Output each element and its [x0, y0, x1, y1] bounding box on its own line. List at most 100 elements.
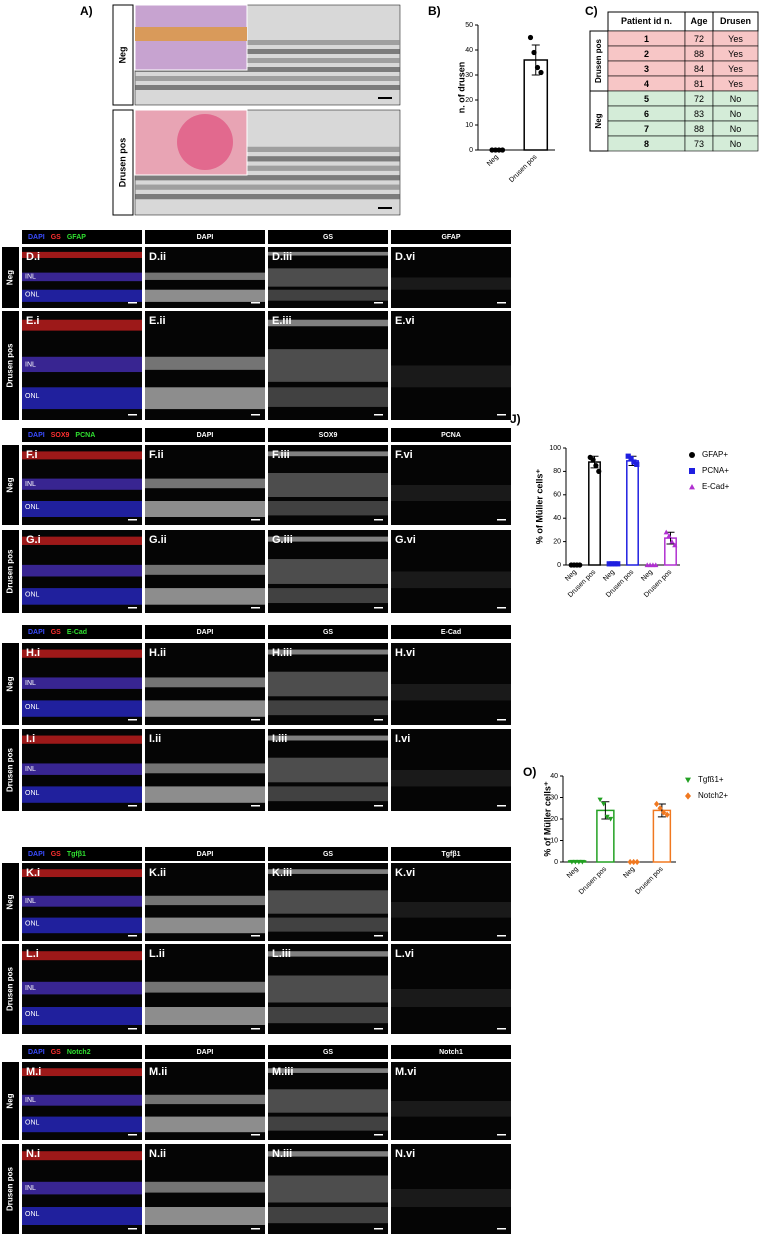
tissue-layer: [145, 700, 265, 717]
tissue-layer: [22, 649, 142, 658]
layer-label: ONL: [25, 1211, 40, 1218]
data-point: [577, 562, 583, 568]
tissue-layer: [268, 757, 388, 783]
x-tick-label: Neg: [566, 866, 580, 880]
scale-bar: [374, 1134, 383, 1136]
cell-text: 73: [694, 139, 704, 149]
panel-label: K.iii: [272, 867, 292, 879]
panel-label: I.i: [26, 733, 35, 745]
side-label: Neg: [117, 46, 127, 63]
tissue-layer: [22, 1116, 142, 1133]
cell-text: 4: [644, 79, 649, 89]
y-tick-label: 30: [550, 794, 558, 801]
tissue-layer: [22, 387, 142, 410]
scale-bar: [497, 414, 506, 416]
x-tick-label: Neg: [640, 569, 654, 583]
panel-label: I.vi: [395, 733, 410, 745]
cell-text: 84: [694, 64, 704, 74]
data-point: [615, 561, 621, 567]
scale-bar: [128, 1028, 137, 1030]
tissue-layer: [268, 951, 388, 957]
tissue-layer: [391, 485, 511, 501]
panel-label: L.i: [26, 948, 39, 960]
scale-bar: [497, 935, 506, 937]
header-cell: [145, 847, 265, 861]
tissue-layer: [268, 451, 388, 457]
tissue-layer: [145, 478, 265, 489]
tissue-layer: [268, 1151, 388, 1157]
scale-bar: [128, 935, 137, 937]
channel-label: DAPI: [28, 629, 45, 636]
group-label: Drusen pos: [594, 38, 603, 83]
scale-bar: [374, 805, 383, 807]
tissue-layer: [391, 902, 511, 918]
panel-label: F.ii: [149, 449, 164, 461]
data-point: [631, 858, 637, 866]
column-header: DAPI: [197, 1049, 214, 1056]
tissue-layer: [268, 700, 388, 716]
tissue-layer: [268, 1007, 388, 1024]
scale-bar: [378, 97, 392, 99]
tissue-layer: [145, 588, 265, 605]
tissue-layer: [268, 671, 388, 697]
data-point: [531, 49, 537, 56]
data-point: [661, 809, 667, 816]
column-header: GS: [323, 851, 333, 858]
cell-text: 1: [644, 34, 649, 44]
y-tick-label: 10: [465, 122, 473, 129]
scale-bar: [374, 414, 383, 416]
panel-label: N.iii: [272, 1148, 292, 1160]
scale-bar: [374, 519, 383, 521]
tissue-layer: [22, 735, 142, 744]
side-label-box: [2, 643, 19, 725]
tissue-band: [135, 156, 400, 162]
panel-label: E.vi: [395, 315, 415, 327]
y-tick-label: 80: [553, 468, 561, 475]
cell-text: No: [730, 139, 742, 149]
druse: [177, 114, 233, 170]
header-cell: [268, 625, 388, 639]
header-cell: [22, 625, 142, 639]
y-tick-label: 100: [549, 445, 561, 452]
channel-label: SOX9: [51, 432, 70, 439]
y-tick-label: 20: [465, 97, 473, 104]
tissue-layer: [391, 989, 511, 1007]
channel-label: GS: [51, 1049, 61, 1056]
cell-text: No: [730, 124, 742, 134]
tissue-layer: [22, 1207, 142, 1225]
legend-marker: [689, 452, 695, 458]
panel-label: E.i: [26, 315, 39, 327]
side-label-box: [2, 863, 19, 941]
panel-label: H.iii: [272, 647, 292, 659]
legend-marker: [685, 777, 691, 783]
tissue-layer: [22, 478, 142, 490]
panel-label: K.vi: [395, 867, 415, 879]
scale-bar: [378, 207, 392, 209]
column-header: DAPI: [197, 234, 214, 241]
cell-text: 2: [644, 49, 649, 59]
column-header: Notch1: [439, 1049, 463, 1056]
header-cell: [268, 230, 388, 244]
column-header: GS: [323, 629, 333, 636]
tissue-layer: [22, 451, 142, 460]
header-text: Drusen: [720, 16, 751, 26]
scale-bar: [128, 719, 137, 721]
side-label: Neg: [6, 1093, 15, 1108]
cell-text: No: [730, 109, 742, 119]
column-header: DAPI: [197, 851, 214, 858]
legend-marker: [689, 468, 695, 474]
panel-label: J): [510, 412, 521, 426]
side-label-box: [112, 109, 134, 216]
layer-label: ONL: [25, 592, 40, 599]
y-tick-label: 40: [550, 773, 558, 780]
panel-label: L.vi: [395, 948, 414, 960]
tissue-layer: [22, 272, 142, 282]
side-label-box: [112, 4, 134, 106]
header-cell: [145, 1045, 265, 1059]
inset-band: [135, 27, 247, 41]
y-axis-label: n. of drusen: [456, 62, 466, 114]
tissue-band: [135, 40, 400, 45]
tissue-layer: [268, 501, 388, 516]
scale-bar: [497, 1134, 506, 1136]
